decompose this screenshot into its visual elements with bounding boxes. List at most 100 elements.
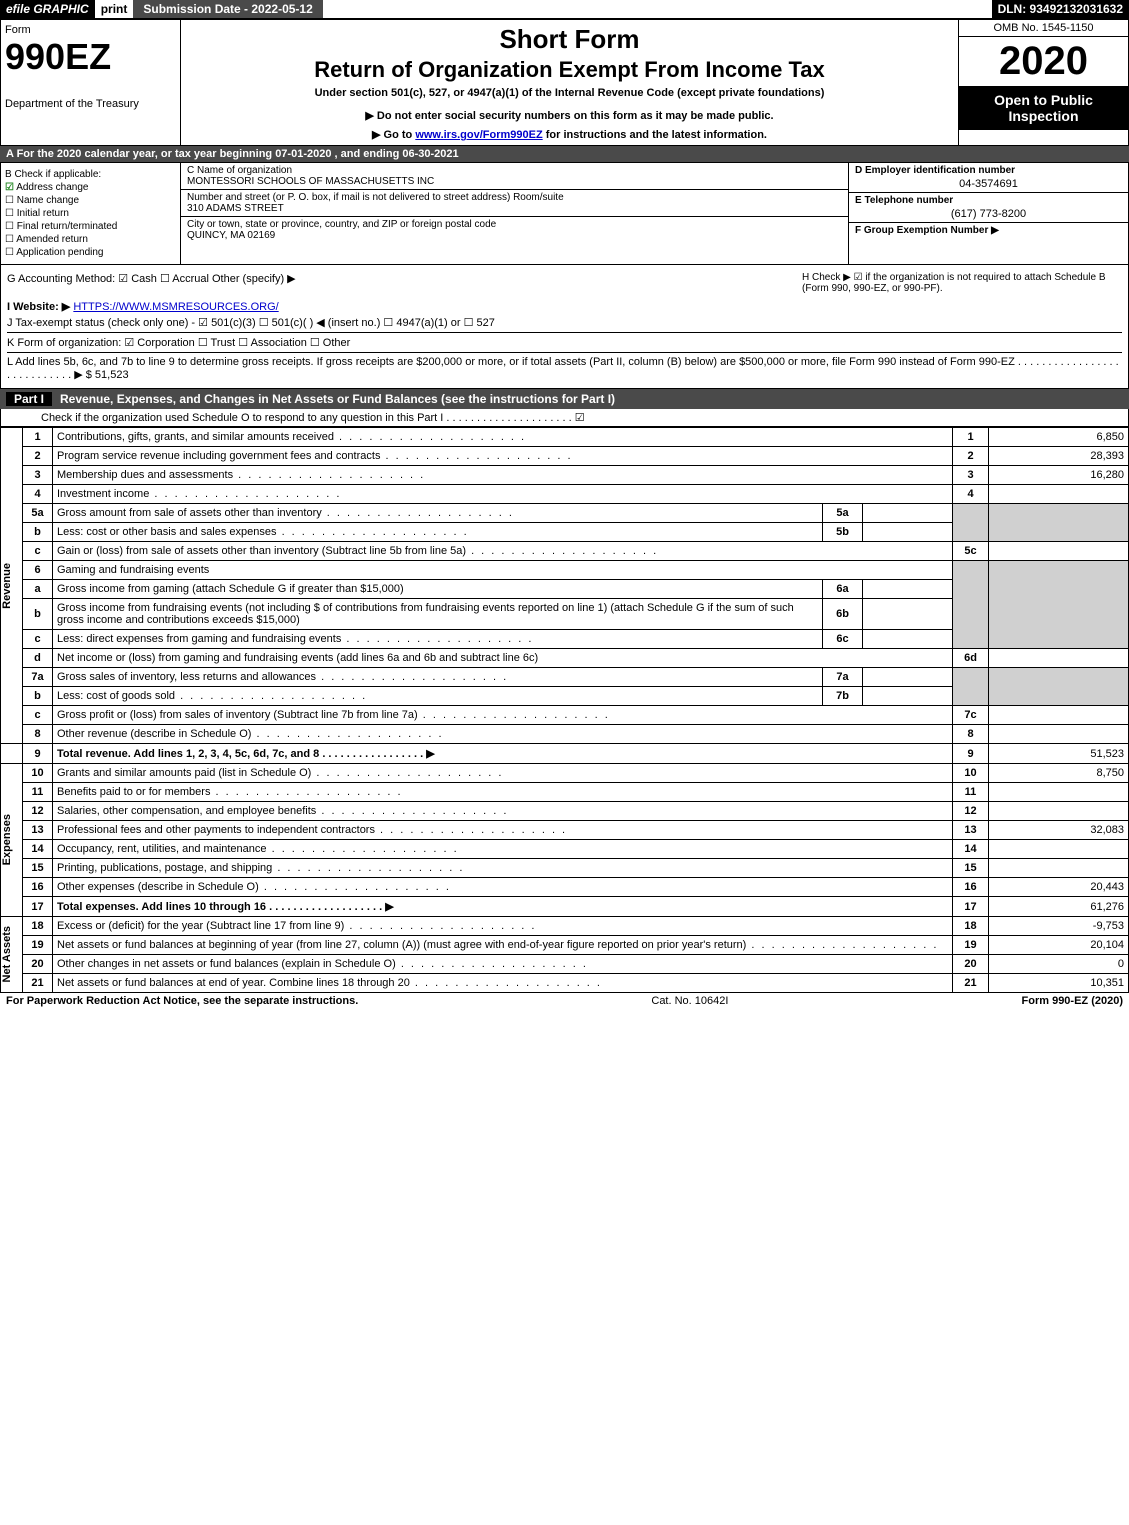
line-num: c [23,542,53,561]
sub-val [863,599,953,630]
line-ref: 7c [953,706,989,725]
line-desc: Net assets or fund balances at end of ye… [53,974,953,993]
line-num: 6 [23,561,53,580]
desc-text: Grants and similar amounts paid (list in… [57,767,503,779]
desc-text: Total expenses. Add lines 10 through 16 … [57,901,394,913]
line-desc: Gross income from fundraising events (no… [53,599,823,630]
line-desc: Less: cost of goods sold [53,687,823,706]
c-city: QUINCY, MA 02169 [187,230,842,241]
line-num: 11 [23,783,53,802]
desc-text: Less: cost of goods sold [57,690,367,702]
line-amt [989,706,1129,725]
line-ref: 1 [953,428,989,447]
line-num: b [23,523,53,542]
line-num: c [23,630,53,649]
line-amt: 28,393 [989,447,1129,466]
line-desc: Total expenses. Add lines 10 through 16 … [53,897,953,917]
b-item-label: Initial return [17,208,69,219]
b-name-change: ☐ Name change [5,195,176,206]
desc-text: Printing, publications, postage, and shi… [57,862,464,874]
print-link[interactable]: print [95,0,134,18]
sub-val [863,668,953,687]
line-amt: 8,750 [989,764,1129,783]
return-title: Return of Organization Exempt From Incom… [189,57,950,83]
website-link[interactable]: HTTPS://WWW.MSMRESOURCES.ORG/ [73,301,278,313]
i-pre: I Website: ▶ [7,301,70,313]
desc-text: Other revenue (describe in Schedule O) [57,728,444,740]
line-num: 18 [23,917,53,936]
section-b: B Check if applicable: ☑ Address change … [1,163,181,264]
desc-text: Less: cost or other basis and sales expe… [57,526,469,538]
shade-cell [989,561,1129,649]
line-ref: 6d [953,649,989,668]
line-num: 2 [23,447,53,466]
line-ref: 5c [953,542,989,561]
b-pending: ☐ Application pending [5,247,176,258]
line-amt [989,485,1129,504]
line-ref: 13 [953,821,989,840]
line-num: 8 [23,725,53,744]
revenue-vlabel: Revenue [1,428,23,744]
form-header: Form 990EZ Department of the Treasury Sh… [0,19,1129,146]
section-c: C Name of organization MONTESSORI SCHOOL… [181,163,848,264]
line-num: 14 [23,840,53,859]
line-ref: 8 [953,725,989,744]
sub-ref: 7a [823,668,863,687]
c-addr-row: Number and street (or P. O. box, if mail… [181,190,848,217]
line-j: J Tax-exempt status (check only one) - ☑… [7,316,1122,329]
line-amt [989,542,1129,561]
line-num: 7a [23,668,53,687]
sub-ref: 5b [823,523,863,542]
ghijkl-block: G Accounting Method: ☑ Cash ☐ Accrual Ot… [0,265,1129,389]
under-section: Under section 501(c), 527, or 4947(a)(1)… [189,87,950,99]
c-addr-label: Number and street (or P. O. box, if mail… [187,192,842,203]
line-amt: 16,280 [989,466,1129,485]
line-num: 15 [23,859,53,878]
line-desc: Printing, publications, postage, and shi… [53,859,953,878]
sub-ref: 6b [823,599,863,630]
line-l: L Add lines 5b, 6c, and 7b to line 9 to … [7,352,1122,381]
donot-note: ▶ Do not enter social security numbers o… [189,109,950,122]
line-ref: 2 [953,447,989,466]
line-desc: Program service revenue including govern… [53,447,953,466]
footer: For Paperwork Reduction Act Notice, see … [0,993,1129,1009]
part1-check: Check if the organization used Schedule … [0,409,1129,427]
open-inspection: Open to Public Inspection [959,86,1128,130]
desc-text: Contributions, gifts, grants, and simila… [57,431,526,443]
line-desc: Membership dues and assessments [53,466,953,485]
line-desc: Excess or (deficit) for the year (Subtra… [53,917,953,936]
line-num: 19 [23,936,53,955]
line-amt [989,649,1129,668]
line-desc: Gross sales of inventory, less returns a… [53,668,823,687]
line-desc: Benefits paid to or for members [53,783,953,802]
c-city-row: City or town, state or province, country… [181,217,848,243]
line-desc: Gross amount from sale of assets other t… [53,504,823,523]
desc-text: Excess or (deficit) for the year (Subtra… [57,920,536,932]
line-amt: -9,753 [989,917,1129,936]
sub-ref: 6c [823,630,863,649]
submission-date: Submission Date - 2022-05-12 [133,0,322,18]
part1-header: Part I Revenue, Expenses, and Changes in… [0,389,1129,409]
b-item-label: Name change [17,195,79,206]
e-phone: E Telephone number (617) 773-8200 [849,193,1128,223]
desc-text: Membership dues and assessments [57,469,425,481]
desc-text: Other expenses (describe in Schedule O) [57,881,451,893]
f-label: F Group Exemption Number ▶ [855,225,1122,236]
line-amt [989,859,1129,878]
line-num: b [23,687,53,706]
desc-text: Net assets or fund balances at end of ye… [57,977,602,989]
row-a-taxyear: A For the 2020 calendar year, or tax yea… [0,146,1129,162]
department: Department of the Treasury [5,98,176,110]
goto-link[interactable]: www.irs.gov/Form990EZ [415,129,542,141]
line-amt [989,783,1129,802]
d-label: D Employer identification number [855,165,1122,176]
expenses-vlabel-text: Expenses [1,814,13,865]
sub-val [863,504,953,523]
line-amt: 51,523 [989,744,1129,764]
shade-cell [953,668,989,706]
line-num: 9 [23,744,53,764]
line-num: d [23,649,53,668]
line-amt: 20,104 [989,936,1129,955]
line-desc: Less: cost or other basis and sales expe… [53,523,823,542]
line-desc: Gross income from gaming (attach Schedul… [53,580,823,599]
